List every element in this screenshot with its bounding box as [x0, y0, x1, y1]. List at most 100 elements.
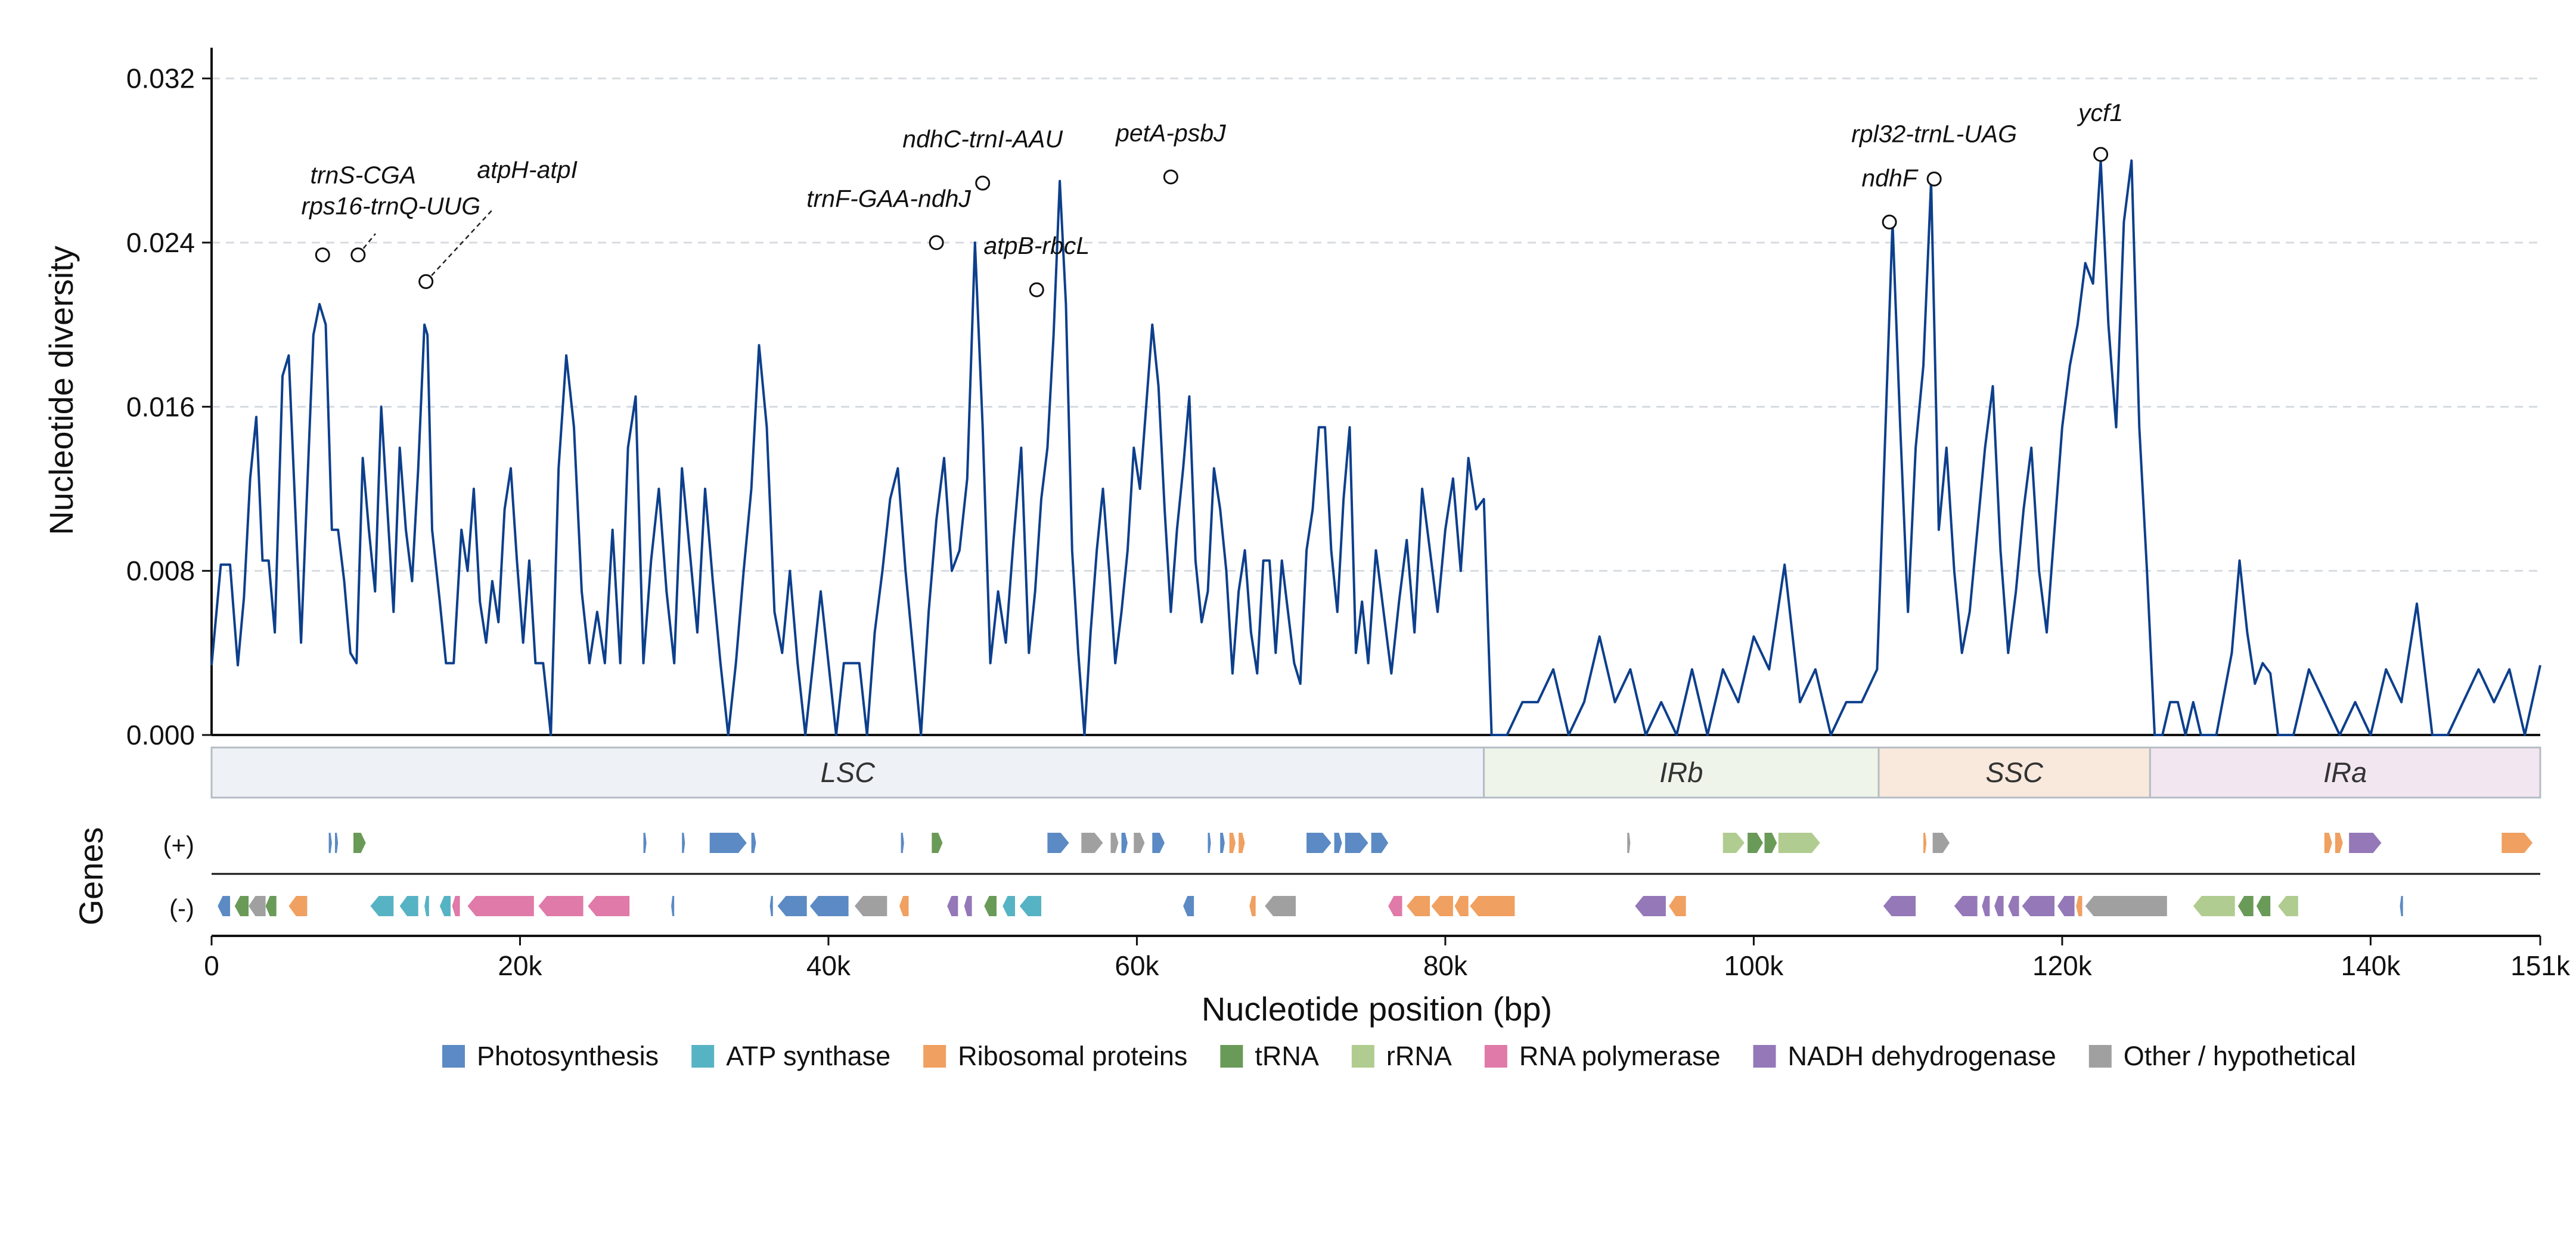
gene-arrow [1152, 833, 1165, 853]
x-tick-label: 151k [2510, 950, 2571, 981]
gene-arrow [399, 896, 418, 916]
region-block [1877, 746, 2151, 799]
gene-arrow [538, 896, 584, 916]
gene-arrow [1982, 896, 1990, 916]
peak-marker [1029, 282, 1044, 297]
gene-arrow [1019, 896, 1041, 916]
gene-arrow [1371, 833, 1389, 853]
gene-arrow [1627, 833, 1631, 853]
gene-arrow [1764, 833, 1777, 853]
peak-label: atpH-atpI [477, 156, 578, 183]
gene-arrow [2400, 896, 2403, 916]
gene-arrow [1635, 896, 1666, 916]
x-tick-label: 40k [806, 950, 851, 981]
gene-arrow [2076, 896, 2082, 916]
gene-arrow [452, 896, 460, 916]
peak-label: trnS-CGA [310, 162, 416, 189]
legend-label: NADH dehydrogenase [1788, 1041, 2056, 1071]
legend-label: rRNA [1386, 1041, 1452, 1071]
x-tick-label: 20k [498, 950, 542, 981]
gene-arrow [1220, 833, 1225, 853]
gene-arrow [1748, 833, 1763, 853]
x-tick-label: 120k [2032, 950, 2093, 981]
y-tick-label: 0.008 [126, 556, 195, 587]
y-tick-label: 0.024 [126, 227, 195, 258]
gene-arrow [984, 896, 997, 916]
gene-arrow [932, 833, 943, 853]
legend: Photosynthesis ATP synthase Ribosomal prot… [442, 1041, 2356, 1071]
gene-track-title: Genes [72, 827, 110, 926]
gene-arrow [1208, 833, 1211, 853]
y-tick-label: 0.032 [126, 63, 195, 94]
gene-arrow [1183, 896, 1194, 916]
y-tick-label: 0.000 [126, 719, 195, 750]
gene-arrow [1047, 833, 1069, 853]
minus-strand-label: (-) [169, 894, 194, 922]
gene-arrow [439, 896, 451, 916]
x-axis-title: Nucleotide position (bp) [1202, 990, 1552, 1028]
peak-label: ndhC-trnI-AAU [902, 125, 1063, 153]
legend-swatch [691, 1045, 715, 1068]
gene-arrow [2501, 833, 2533, 853]
peak-label: ndhF [1861, 165, 1918, 192]
gene-arrow [2057, 896, 2075, 916]
legend-label: Photosynthesis [477, 1041, 659, 1071]
gene-arrow [709, 833, 747, 853]
region-block [1483, 746, 1880, 799]
peak-marker [350, 247, 366, 263]
gene-arrow [1345, 833, 1368, 853]
gene-arrow [1306, 833, 1332, 853]
gene-arrow [1669, 896, 1686, 916]
gene-arrow [1994, 896, 2004, 916]
gene-arrow [1265, 896, 1296, 916]
peak-label: ycf1 [2077, 99, 2123, 126]
gene-arrow [751, 833, 756, 853]
gene-arrow [809, 896, 849, 916]
y-axis: 0.000 0.008 0.016 0.024 0.032 [126, 48, 2540, 750]
gene-arrow [2278, 896, 2298, 916]
peak-label: trnF-GAA-ndhJ [806, 185, 971, 212]
genome-region-bar: LSC IRb SSC IRa [210, 746, 2541, 799]
gene-arrow [1932, 833, 1950, 853]
gene-arrow [1954, 896, 1978, 916]
gene-arrow [1923, 833, 1927, 853]
gene-arrow [2008, 896, 2019, 916]
peak-label: rpl32-trnL-UAG [1851, 120, 2017, 147]
gene-arrow [2335, 833, 2343, 853]
peak-marker [2093, 147, 2109, 162]
legend-label: ATP synthase [726, 1041, 890, 1071]
x-tick-label: 100k [1724, 950, 1784, 981]
peak-marker [315, 247, 330, 263]
gene-arrow [335, 833, 339, 853]
gene-arrow [1110, 833, 1119, 853]
gene-arrow [1470, 896, 1515, 916]
plus-strand-label: (+) [163, 831, 195, 859]
gene-arrow [1081, 833, 1103, 853]
legend-label: Ribosomal proteins [958, 1041, 1187, 1071]
peak-marker [1163, 169, 1178, 185]
gene-arrow [2022, 896, 2054, 916]
gene-arrow [901, 833, 904, 853]
region-label: SSC [1985, 756, 2044, 788]
gene-arrow [899, 896, 909, 916]
gene-arrow [2349, 833, 2382, 853]
gene-arrow [370, 896, 394, 916]
gene-arrow [353, 833, 366, 853]
gene-arrow [1454, 896, 1469, 916]
gene-arrow [1407, 896, 1430, 916]
gene-arrow [1431, 896, 1453, 916]
gene-arrow [1239, 833, 1245, 853]
legend-swatch [442, 1045, 465, 1068]
gene-arrow [1778, 833, 1820, 853]
gene-arrow [265, 896, 277, 916]
gene-arrow [424, 896, 429, 916]
peak-label: atpB-rbcL [983, 232, 1090, 259]
gene-arrow [1722, 833, 1745, 853]
legend-swatch [1220, 1045, 1243, 1068]
gene-arrow [328, 833, 332, 853]
gene-arrow [1134, 833, 1145, 853]
legend-label: RNA polymerase [1519, 1041, 1721, 1071]
gene-arrow [855, 896, 887, 916]
region-label: IRb [1659, 756, 1703, 788]
x-tick-label: 60k [1115, 950, 1159, 981]
